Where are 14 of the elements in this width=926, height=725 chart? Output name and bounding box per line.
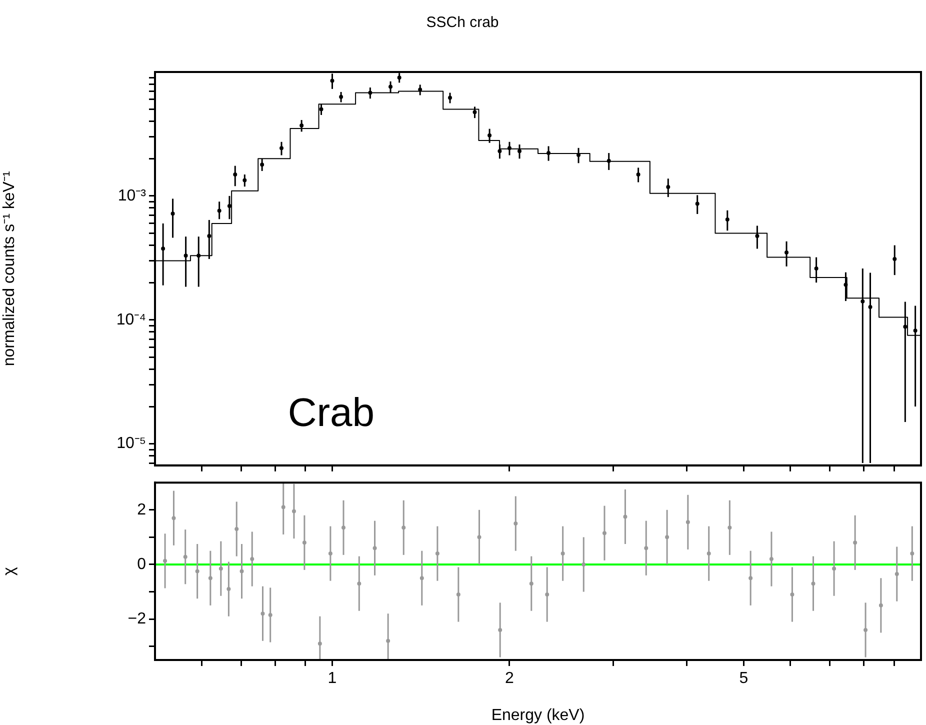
x-tick-label: 5 [739, 670, 748, 688]
x-axis-title: Energy (keV) [491, 706, 585, 724]
y-tick-label: 10⁻³ [118, 187, 147, 204]
annotation: Crab [288, 391, 375, 436]
y-tick-label: 10⁻⁵ [116, 435, 146, 452]
y-axis-title: normalized counts s⁻¹ keV⁻¹ [1, 171, 18, 366]
y-axis-title: χ [1, 566, 18, 576]
chart-title: SSCh crab [426, 14, 499, 32]
y-tick-label: −2 [128, 610, 146, 628]
y-tick-label: 0 [137, 556, 146, 573]
y-tick-label: 10⁻⁴ [116, 311, 146, 328]
x-tick-label: 1 [328, 670, 337, 688]
x-tick-label: 2 [505, 670, 514, 688]
y-tick-label: 2 [137, 501, 146, 518]
